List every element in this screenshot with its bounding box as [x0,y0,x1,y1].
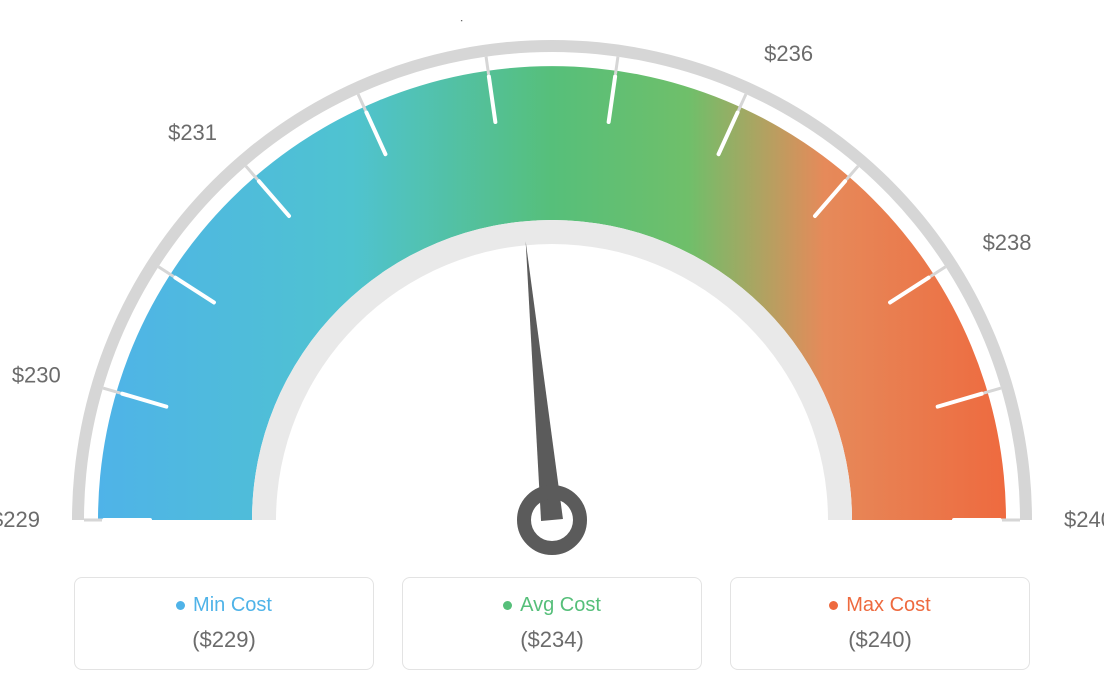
legend-dot-icon [829,601,838,610]
legend-card-avg-cost: Avg Cost ($234) [402,577,702,670]
legend-value: ($240) [731,627,1029,653]
legend-value: ($234) [403,627,701,653]
legend-label: Avg Cost [403,594,701,617]
tick-label: $236 [764,41,813,66]
legend-dot-icon [503,601,512,610]
tick-label: $238 [983,230,1032,255]
legend-label-text: Avg Cost [520,594,601,616]
legend-row: Min Cost ($229) Avg Cost ($234) Max Cost ($24… [0,577,1104,670]
outer-tick [246,166,258,180]
legend-card-min-cost: Min Cost ($229) [74,577,374,670]
legend-card-max-cost: Max Cost ($240) [730,577,1030,670]
legend-label-text: Min Cost [193,594,272,616]
outer-tick [930,267,945,277]
tick-label: $240 [1064,507,1104,532]
legend-dot-icon [176,601,185,610]
needle [526,241,563,521]
legend-label: Min Cost [75,594,373,617]
gauge-svg: $229 $230 $231 $234 $236 $238 $240 [0,20,1104,580]
tick-label: $231 [168,120,217,145]
legend-label-text: Max Cost [846,594,930,616]
tick-label: $234 [455,20,504,25]
outer-tick [846,166,858,180]
tick-label: $230 [12,363,61,388]
gauge-chart: $229 $230 $231 $234 $236 $238 $240 [0,20,1104,580]
legend-label: Max Cost [731,594,1029,617]
tick-label: $229 [0,507,40,532]
legend-value: ($229) [75,627,373,653]
outer-tick [158,267,173,277]
